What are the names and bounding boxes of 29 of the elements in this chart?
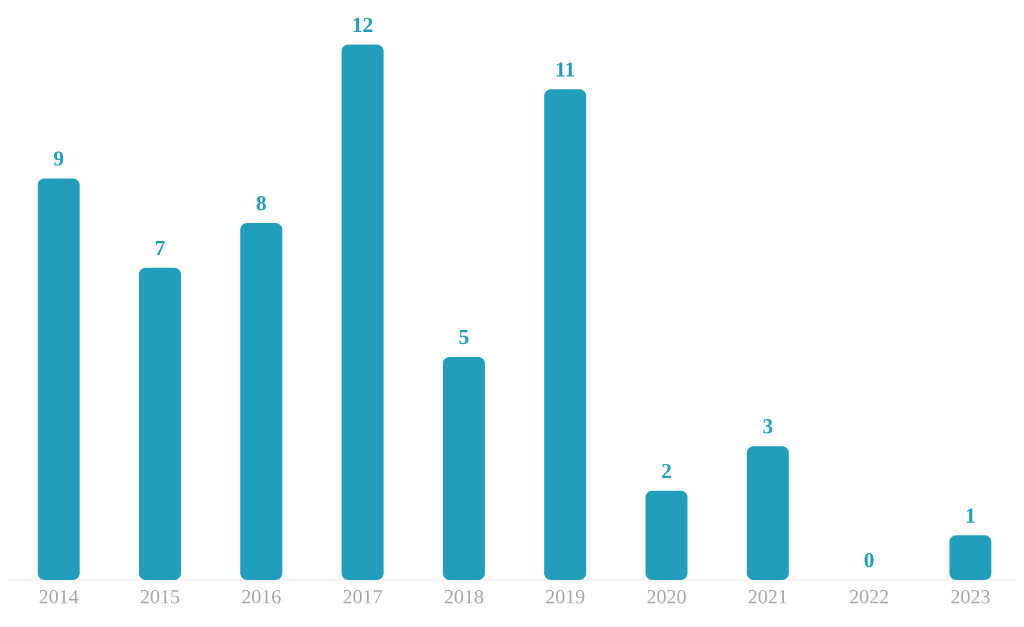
x-tick-label: 2019: [546, 590, 585, 604]
bar: [746, 446, 789, 580]
data-label: 2: [662, 463, 671, 479]
data-label: 8: [256, 195, 266, 211]
x-tick-label: 2016: [242, 590, 281, 604]
x-tick-label: 2022: [850, 590, 889, 604]
data-label: 7: [155, 241, 165, 255]
data-label: 1: [966, 508, 975, 523]
data-label: 3: [763, 419, 773, 434]
bar: [37, 178, 80, 580]
x-tick-label: 2021: [748, 590, 787, 604]
data-label: 11: [556, 62, 575, 77]
data-label: 5: [459, 330, 469, 345]
bar: [645, 490, 688, 580]
x-tick-label: 2023: [951, 590, 990, 604]
x-tick-label: 2015: [140, 590, 180, 604]
data-label: 12: [353, 17, 373, 32]
bar: [240, 223, 283, 580]
bar: [341, 44, 384, 580]
bar: [544, 89, 587, 580]
bar: [138, 267, 181, 580]
bar: [442, 356, 485, 580]
x-tick-label: 2020: [647, 590, 686, 604]
data-label: 9: [53, 151, 64, 166]
x-tick-label: 2018: [444, 590, 484, 604]
x-tick-label: 2017: [343, 590, 382, 604]
data-label: 0: [864, 552, 874, 568]
bar: [949, 535, 992, 580]
x-tick-label: 2014: [39, 590, 79, 604]
